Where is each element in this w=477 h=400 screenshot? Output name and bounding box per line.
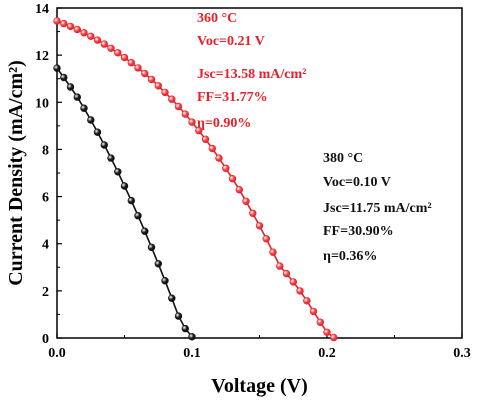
data-point [100, 141, 109, 149]
data-point [161, 277, 169, 285]
data-point [316, 318, 324, 326]
data-point [255, 222, 264, 230]
y-axis-title: Current Density (mA/cm²) [5, 60, 27, 286]
y-tick-label: 6 [42, 191, 49, 206]
annotation-line: Jsc=13.58 mA/cm² [197, 67, 306, 82]
data-point [282, 269, 291, 278]
annotation-line: Voc=0.10 V [323, 175, 391, 190]
annotation-line: FF=31.77% [197, 90, 268, 105]
data-point [134, 212, 142, 220]
data-point [107, 44, 115, 52]
data-point [134, 64, 142, 72]
series-1 [53, 64, 196, 341]
data-point [73, 25, 82, 34]
y-tick-label: 0 [42, 332, 49, 347]
data-point [120, 182, 129, 190]
data-point [276, 262, 284, 270]
data-point [330, 333, 338, 342]
x-tick-label: 0.1 [183, 346, 201, 361]
data-point [188, 333, 196, 341]
data-point [127, 196, 136, 205]
y-tick-label: 8 [42, 143, 49, 158]
annotation-1: 380 °C Voc=0.10 V Jsc=11.75 mA/cm² FF=30.90… [323, 151, 432, 264]
y-tick-label: 14 [35, 2, 49, 17]
data-point [107, 154, 115, 162]
data-point [60, 19, 68, 28]
data-point [60, 73, 68, 82]
data-point [66, 83, 75, 91]
data-point [161, 88, 169, 97]
data-point [269, 248, 277, 256]
data-point [87, 32, 95, 40]
y-tick-label: 4 [42, 238, 49, 253]
data-point [296, 287, 304, 295]
data-point [100, 40, 109, 48]
data-point [80, 29, 88, 37]
data-point [309, 307, 318, 316]
data-point [80, 104, 88, 112]
data-point [215, 154, 223, 162]
data-point [127, 58, 136, 67]
data-point [201, 135, 210, 144]
data-point [93, 128, 102, 136]
data-point [181, 324, 190, 333]
data-point [147, 75, 156, 84]
data-point [154, 260, 163, 268]
data-point [53, 64, 61, 72]
series-layer [53, 17, 338, 342]
data-point [114, 49, 122, 57]
data-point [228, 175, 237, 183]
data-point [303, 297, 311, 305]
y-tick-label: 2 [42, 285, 49, 300]
data-point [249, 209, 257, 218]
x-axis-title: Voltage (V) [211, 375, 307, 397]
data-point [262, 235, 270, 243]
data-point [87, 116, 95, 124]
data-point [188, 118, 196, 126]
data-point [114, 168, 122, 176]
data-point [93, 36, 102, 44]
data-point [181, 110, 190, 118]
annotation-0: 360 °C Voc=0.21 V Jsc=13.58 mA/cm² FF=31.77… [197, 11, 306, 131]
annotation-line: 380 °C [323, 151, 363, 166]
annotation-line: 360 °C [197, 11, 237, 26]
data-point [195, 126, 203, 135]
y-tick-label: 12 [35, 49, 49, 64]
annotations: 360 °C Voc=0.21 V Jsc=13.58 mA/cm² FF=31.77… [197, 11, 432, 264]
data-point [323, 328, 331, 336]
series-0 [53, 17, 338, 342]
data-point [174, 102, 183, 111]
annotation-line: η=0.90% [197, 116, 251, 131]
data-point [147, 243, 156, 252]
data-point [141, 69, 149, 78]
data-point [120, 53, 129, 62]
data-point [289, 278, 297, 286]
annotation-line: η=0.36% [323, 249, 377, 264]
annotation-line: Voc=0.21 V [197, 34, 265, 49]
x-tick-label: 0.3 [453, 346, 471, 361]
x-tick-label: 0.2 [318, 346, 336, 361]
data-point [242, 197, 250, 206]
data-point [141, 227, 149, 235]
x-tick-label: 0.0 [48, 346, 66, 361]
data-point [73, 93, 82, 101]
data-point [53, 17, 61, 25]
data-point [66, 22, 75, 31]
data-point [235, 186, 244, 194]
annotation-line: FF=30.90% [323, 224, 394, 239]
annotation-line: Jsc=11.75 mA/cm² [323, 201, 432, 216]
data-point [168, 95, 176, 103]
axes: 0.0 0.1 0.2 0.3 0 2 4 6 8 10 12 14 [35, 2, 471, 361]
data-point [174, 312, 183, 320]
data-point [168, 294, 176, 302]
data-point [208, 144, 217, 153]
data-point [222, 164, 230, 173]
data-point [154, 82, 163, 90]
y-tick-label: 10 [35, 96, 49, 111]
